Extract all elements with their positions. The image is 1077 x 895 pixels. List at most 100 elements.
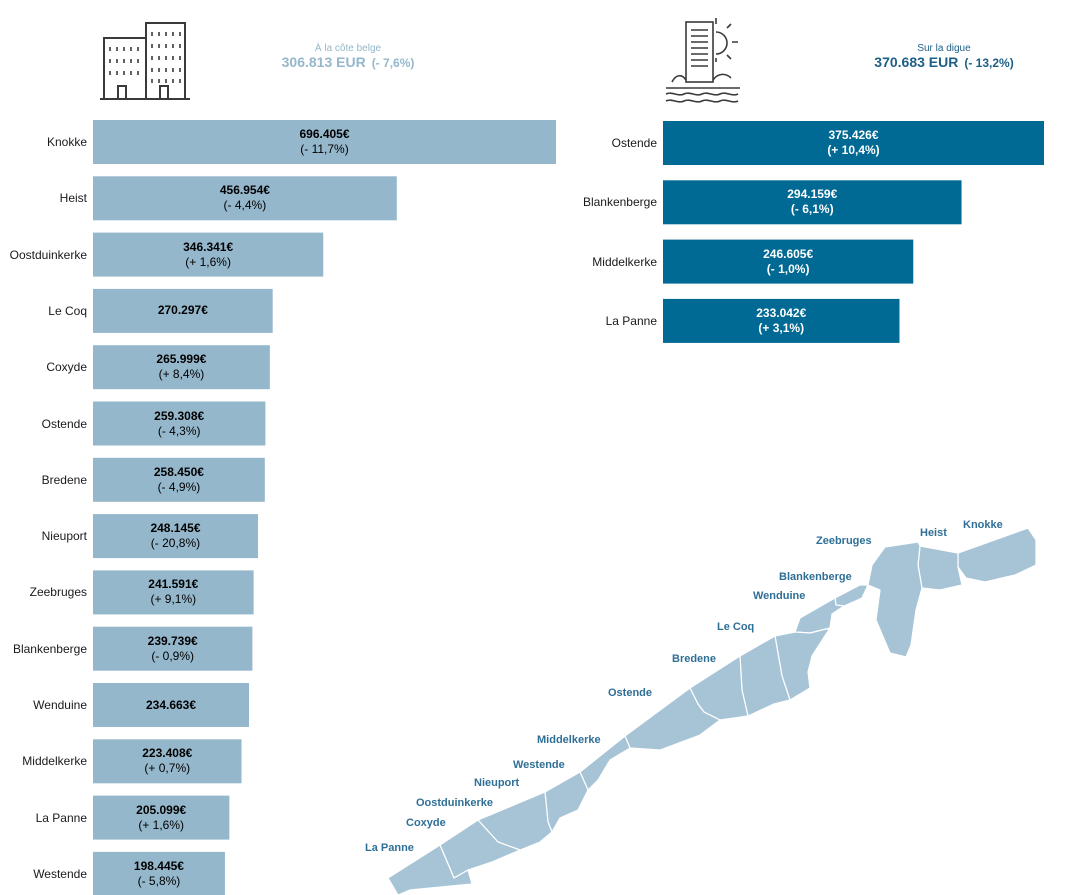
- value-label: 223.408€: [142, 746, 193, 761]
- data-label: 346.341€ (+ 1,6%): [93, 240, 323, 270]
- data-label: 259.308€ (- 4,3%): [93, 409, 265, 439]
- value-label: 456.954€: [219, 183, 270, 198]
- category-label: Westende: [33, 866, 87, 881]
- map-label-middelkerke: Middelkerke: [537, 734, 601, 746]
- map-label-la-panne: La Panne: [365, 842, 414, 854]
- data-label: 270.297€: [93, 303, 273, 318]
- data-label: 696.405€ (- 11,7%): [93, 127, 556, 157]
- change-label: (- 4,4%): [223, 198, 267, 213]
- coast-summary-change: (- 7,6%): [371, 56, 415, 70]
- value-label: 233.042€: [756, 305, 807, 320]
- category-label: Heist: [59, 191, 87, 206]
- seafront-building-sun-icon: [665, 18, 740, 103]
- data-label: 223.408€ (+ 0,7%): [93, 746, 242, 776]
- change-label: (+ 1,6%): [138, 817, 185, 832]
- bar-coast-blankenberge: [93, 626, 253, 671]
- data-label: 375.426€ (+ 10,4%): [663, 128, 1044, 158]
- change-label: (- 6,1%): [790, 202, 834, 217]
- value-label: 241.591€: [148, 577, 199, 592]
- bar-coast-le-coq: [93, 288, 273, 333]
- change-label: (- 1,0%): [766, 261, 810, 276]
- map-label-ostende: Ostende: [608, 687, 653, 699]
- change-label: (+ 10,4%): [827, 143, 880, 157]
- map-label-nieuport: Nieuport: [474, 777, 520, 789]
- value-label: 258.450€: [153, 464, 204, 479]
- data-label: 294.159€ (- 6,1%): [663, 187, 962, 217]
- data-label: 248.145€ (- 20,8%): [93, 521, 258, 551]
- bar-coast-coxyde: [93, 345, 270, 390]
- coast-title: À la côte belge: [314, 43, 382, 54]
- value-label: 239.739€: [147, 633, 198, 648]
- change-label: (- 20,8%): [150, 536, 201, 551]
- change-label: (- 0,9%): [151, 648, 195, 663]
- map-label-wenduine: Wenduine: [753, 590, 806, 602]
- change-label: (+ 0,7%): [144, 761, 191, 776]
- bar-coast-westende: [93, 851, 225, 895]
- value-label: 198.445€: [133, 858, 184, 873]
- change-label: (- 11,7%): [300, 142, 349, 156]
- data-label: 241.591€ (+ 9,1%): [93, 577, 254, 607]
- map-region-middelkerke: [624, 687, 722, 751]
- bar-digue-la-panne: [663, 298, 900, 343]
- map-region-nieuport: [544, 771, 589, 834]
- change-label: (+ 8,4%): [158, 367, 205, 382]
- data-label: 456.954€ (- 4,4%): [93, 183, 397, 213]
- map-label-zeebruges: Zeebruges: [816, 535, 872, 547]
- value-label: 696.405€: [299, 127, 350, 141]
- category-label: Middelkerke: [592, 254, 657, 269]
- map-label-coxyde: Coxyde: [406, 817, 446, 829]
- value-label: 205.099€: [136, 802, 187, 817]
- data-label: 239.739€ (- 0,9%): [93, 634, 252, 664]
- data-label: 205.099€ (+ 1,6%): [93, 803, 229, 833]
- map-label-bredene: Bredene: [672, 653, 717, 665]
- map-region-heist: [917, 545, 963, 591]
- bar-coast-la-panne: [93, 795, 230, 840]
- map-region-knokke: [957, 527, 1037, 583]
- bar-digue-blankenberge: [663, 180, 962, 225]
- value-label: 234.663€: [145, 697, 197, 712]
- category-label: Oostduinkerke: [9, 247, 87, 262]
- digue-bars: [663, 121, 1044, 343]
- category-label: Wenduine: [33, 698, 87, 712]
- bar-coast-wenduine: [93, 683, 250, 727]
- bar-digue-ostende: [663, 121, 1044, 165]
- coast-map: [387, 527, 1037, 895]
- apartment-buildings-icon: [100, 22, 190, 100]
- change-label: (- 5,8%): [137, 873, 181, 888]
- digue-summary-change: (- 13,2%): [964, 56, 1014, 70]
- value-label: 246.605€: [763, 246, 814, 261]
- coast-header: À la côte belge 306.813 EUR (- 7,6%): [248, 43, 448, 72]
- digue-header: Sur la digue 370.683 EUR (- 13,2%): [836, 43, 1052, 72]
- bar-coast-oostduinkerke: [93, 232, 324, 277]
- map-region-lapanne: [387, 844, 473, 895]
- map-label-oostduinkerke: Oostduinkerke: [416, 797, 494, 809]
- value-label: 375.426€: [828, 128, 879, 142]
- data-label: 265.999€ (+ 8,4%): [93, 352, 270, 382]
- category-label: Zeebruges: [29, 585, 87, 600]
- bar-coast-nieuport: [93, 514, 258, 559]
- data-label: 233.042€ (+ 3,1%): [663, 306, 900, 336]
- value-label: 346.341€: [183, 239, 234, 254]
- map-label-le-coq: Le Coq: [717, 621, 755, 633]
- data-label: 246.605€ (- 1,0%): [663, 247, 913, 277]
- value-label: 248.145€: [150, 521, 201, 536]
- category-label: Le Coq: [48, 303, 87, 318]
- bar-coast-bredene: [93, 457, 265, 502]
- category-label: Nieuport: [41, 529, 87, 544]
- bar-coast-zeebruges: [93, 570, 254, 615]
- bar-coast-ostende: [93, 401, 266, 446]
- category-label: Coxyde: [46, 360, 87, 375]
- coast-summary-value: 306.813 EUR: [281, 54, 366, 70]
- change-label: (- 4,3%): [157, 423, 201, 438]
- coast-bars: [93, 120, 556, 895]
- category-label: Knokke: [46, 135, 87, 149]
- bar-coast-knokke: [93, 120, 556, 164]
- bar-coast-middelkerke: [93, 739, 242, 784]
- category-label: Middelkerke: [22, 754, 87, 769]
- value-label: 265.999€: [156, 352, 207, 367]
- map-label-westende: Westende: [513, 759, 565, 771]
- category-label: Bredene: [41, 472, 87, 487]
- change-label: (- 4,9%): [157, 479, 201, 494]
- category-label: Blankenberge: [582, 195, 657, 210]
